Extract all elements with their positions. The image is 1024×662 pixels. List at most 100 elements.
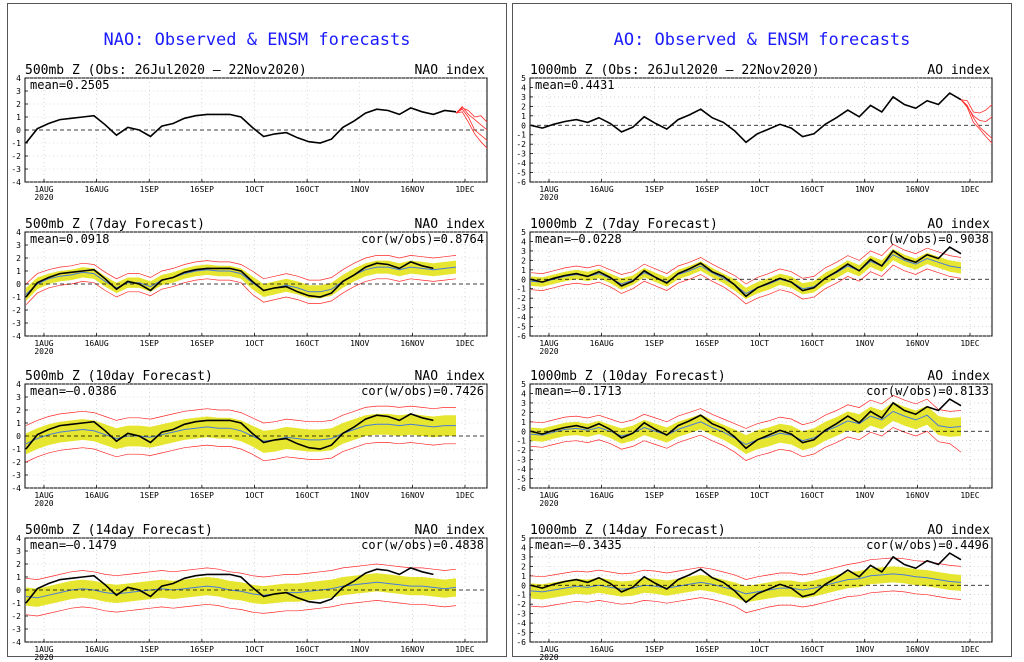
x-tick-label: 1NOV <box>855 491 874 500</box>
x-tick-label: 1AUG <box>539 339 558 348</box>
y-tick-label: -1 <box>516 131 526 140</box>
y-tick-label: -5 <box>516 323 526 332</box>
y-tick-label: -5 <box>516 629 526 638</box>
x-tick-label: 16AUG <box>85 645 109 654</box>
index-label: NAO index <box>415 523 486 538</box>
y-tick-label: 3 <box>16 87 21 96</box>
y-tick-label: -4 <box>516 465 526 474</box>
ensemble-member-upper <box>530 557 962 580</box>
y-tick-label: -6 <box>516 332 526 341</box>
y-tick-label: 0 <box>16 280 21 289</box>
forecast-member-line <box>455 105 488 131</box>
ensemble-member-lower <box>25 442 456 463</box>
ensemble-mean-line <box>530 573 962 595</box>
y-tick-label: -1 <box>11 293 21 302</box>
mean-text: mean=–0.1479 <box>30 538 117 552</box>
x-tick-label: 1DEC <box>960 491 979 500</box>
y-tick-label: 0 <box>16 432 21 441</box>
forecast-member-line <box>960 99 993 144</box>
x-tick-label: 1OCT <box>245 339 264 348</box>
ensemble-member-upper <box>25 255 457 285</box>
y-tick-label: -6 <box>516 178 526 187</box>
forecast-member-line <box>960 99 993 122</box>
x-tick-label: 16NOV <box>905 645 929 654</box>
index-label: AO index <box>927 523 990 538</box>
y-tick-label: 1 <box>521 418 526 427</box>
y-tick-label: 0 <box>16 586 21 595</box>
ensemble-member-upper <box>25 563 457 580</box>
y-tick-label: -5 <box>516 475 526 484</box>
y-tick-label: 2 <box>521 102 526 111</box>
y-tick-label: 5 <box>521 74 526 83</box>
mean-text: mean=–0.0228 <box>535 232 622 246</box>
subplot-label: 1000mb Z (7day Forecast) <box>530 217 718 232</box>
y-tick-label: 5 <box>521 380 526 389</box>
y-tick-label: -2 <box>11 612 21 621</box>
x-tick-label: 1NOV <box>855 185 874 194</box>
x-tick-label: 1AUG <box>34 339 53 348</box>
x-tick-label: 16AUG <box>85 491 109 500</box>
ensemble-spread <box>531 402 961 454</box>
y-tick-label: -2 <box>516 140 526 149</box>
index-label: AO index <box>927 217 990 232</box>
y-tick-label: -4 <box>516 313 526 322</box>
x-tick-label: 1DEC <box>455 185 474 194</box>
y-tick-label: 3 <box>16 241 21 250</box>
observed-line <box>530 398 962 450</box>
ao-charts: 1000mb Z (Obs: 26Jul2020 – 22Nov2020) AO … <box>516 63 993 662</box>
y-tick-label: -4 <box>516 159 526 168</box>
x-tick-label: 16SEP <box>190 645 214 654</box>
ensemble-mean-line <box>25 581 457 599</box>
ensemble-member-upper <box>530 243 962 285</box>
x-tick-label: 1SEP <box>645 185 664 194</box>
ensemble-mean-line <box>25 266 457 295</box>
y-tick-label: 1 <box>521 572 526 581</box>
mean-text: mean=0.4431 <box>535 78 614 92</box>
y-tick-label: 3 <box>16 547 21 556</box>
mean-text: mean=0.2505 <box>30 78 109 92</box>
y-tick-label: -2 <box>516 294 526 303</box>
forecast-member-line <box>455 108 488 141</box>
x-tick-label: 16OCT <box>800 491 824 500</box>
y-tick-label: -2 <box>516 446 526 455</box>
subplot-label: 500mb Z (Obs: 26Jul2020 – 22Nov2020) <box>25 63 307 78</box>
x-tick-label: 16OCT <box>295 645 319 654</box>
forecast-member-line <box>960 99 993 139</box>
x-tick-label: 1NOV <box>350 645 369 654</box>
nao-panel-title: NAO: Observed & ENSM forecasts <box>103 30 411 50</box>
ensemble-mean-line <box>25 423 456 445</box>
y-tick-label: 0 <box>521 275 526 284</box>
y-tick-label: 4 <box>16 74 21 83</box>
y-tick-label: -3 <box>516 150 526 159</box>
x-tick-label: 1DEC <box>455 339 474 348</box>
y-tick-label: 2 <box>521 408 526 417</box>
y-tick-label: 0 <box>521 121 526 130</box>
y-tick-label: -1 <box>11 445 21 454</box>
x-tick-label: 16NOV <box>400 491 424 500</box>
x-tick-label: 1OCT <box>750 339 769 348</box>
x-tick-label: 16SEP <box>695 185 719 194</box>
x-tick-label: 1OCT <box>245 491 264 500</box>
observed-line <box>530 552 962 604</box>
subplot-label: 500mb Z (14day Forecast) <box>25 523 213 538</box>
y-tick-label: 2 <box>16 254 21 263</box>
y-tick-label: -6 <box>516 484 526 493</box>
nao-charts: 500mb Z (Obs: 26Jul2020 – 22Nov2020) NAO … <box>11 63 488 662</box>
y-tick-label: 1 <box>521 112 526 121</box>
subplot-10day: 1000mb Z (10day Forecast) AO index543210-… <box>516 369 993 508</box>
observed-line <box>530 246 962 298</box>
y-tick-label: 2 <box>521 256 526 265</box>
x-tick-label: 1NOV <box>855 339 874 348</box>
x-tick-label: 16SEP <box>695 645 719 654</box>
y-tick-label: -1 <box>516 591 526 600</box>
x-tick-label: 16SEP <box>190 491 214 500</box>
x-tick-label: 16AUG <box>590 185 614 194</box>
y-tick-label: 0 <box>521 581 526 590</box>
y-tick-label: 1 <box>16 113 21 122</box>
ensemble-mean-line <box>530 254 962 295</box>
y-tick-label: 3 <box>16 393 21 402</box>
x-tick-label: 1SEP <box>140 491 159 500</box>
ensemble-spread <box>531 566 961 603</box>
forecast-member-line <box>455 107 488 123</box>
x-tick-year: 2020 <box>34 499 53 508</box>
